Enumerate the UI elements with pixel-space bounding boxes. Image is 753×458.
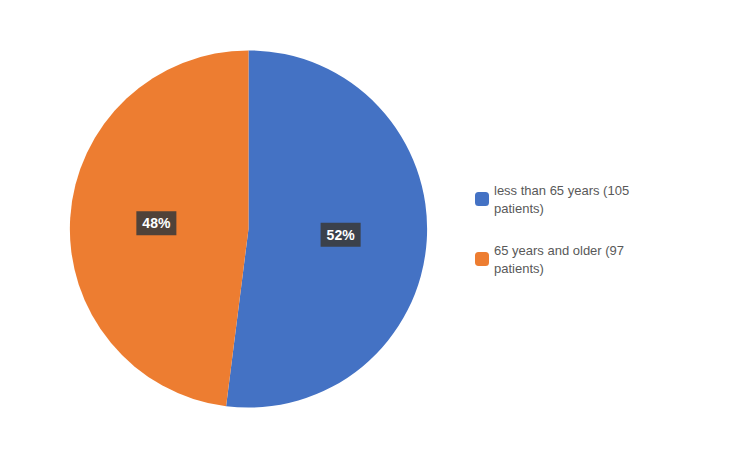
svg-text:52%: 52%	[327, 227, 356, 243]
svg-text:less than 65 years (105: less than 65 years (105	[494, 183, 629, 198]
svg-text:48%: 48%	[142, 215, 171, 231]
svg-text:patients): patients)	[494, 201, 544, 216]
svg-text:patients): patients)	[494, 261, 544, 276]
svg-text:65 years and older (97: 65 years and older (97	[494, 243, 624, 258]
